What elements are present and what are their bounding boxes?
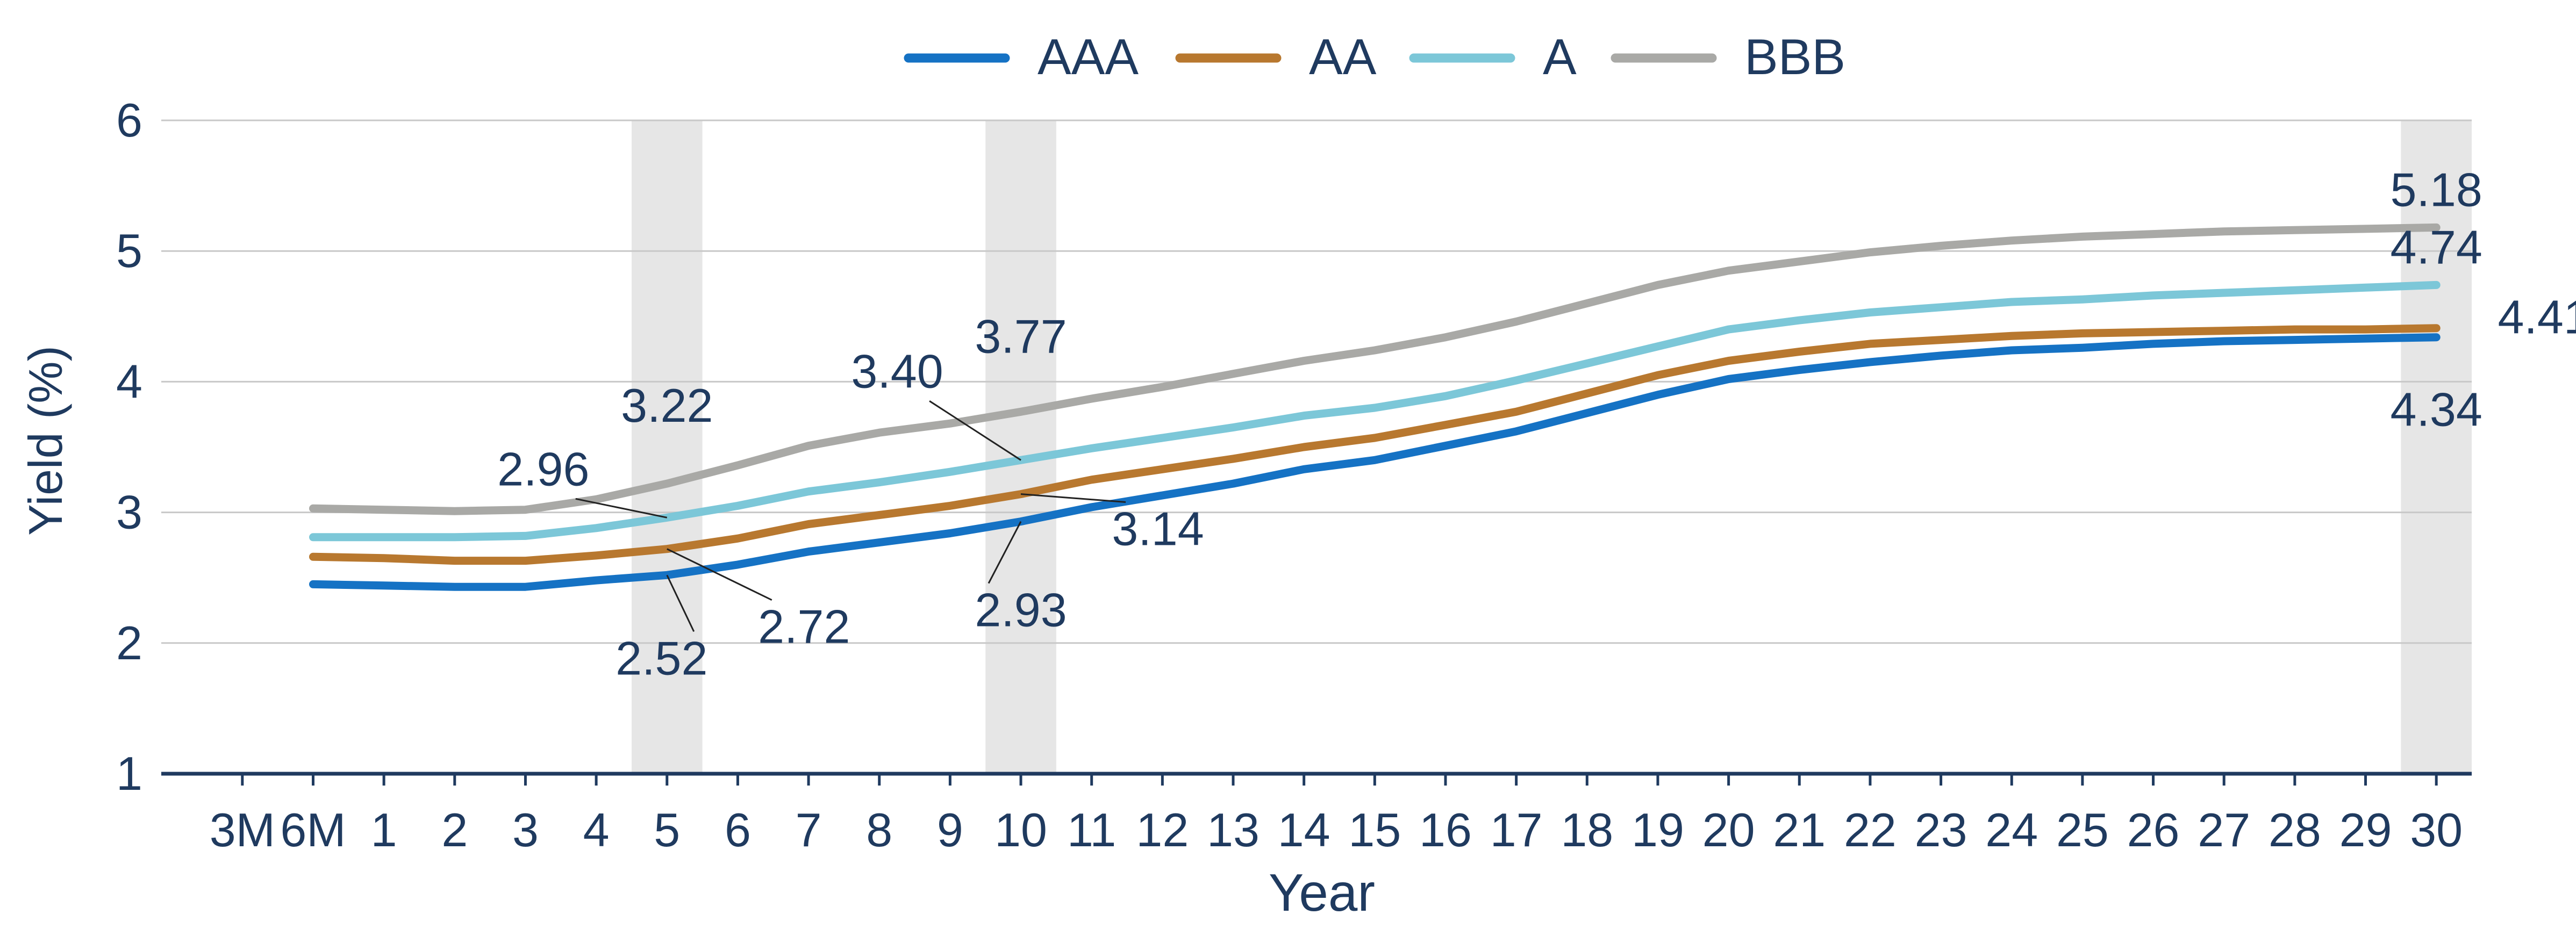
y-tick-label-5: 5	[116, 224, 142, 277]
x-tick-label-30: 30	[2410, 803, 2463, 856]
data-label-30-aaa: 4.34	[2391, 383, 2482, 436]
x-tick-label-14: 14	[1278, 803, 1330, 856]
y-axis-title: Yield (%)	[19, 345, 72, 536]
x-tick-label-28: 28	[2269, 803, 2321, 856]
data-label-leader-5-aaa	[666, 574, 695, 632]
legend-label-aa: AA	[1309, 28, 1377, 85]
series-line-aaa	[309, 333, 2441, 591]
data-label-leader-10-aaa	[988, 521, 1022, 584]
series-line-bbb	[309, 223, 2441, 515]
y-tick-label-3: 3	[116, 486, 142, 539]
x-tick-label-18: 18	[1561, 803, 1613, 856]
data-labels: 2.52 2.72 2.96 3.22 2.93 3.14 3.40 3.77 4.34 4.41…	[497, 163, 2576, 685]
x-tick-label-2: 2	[441, 803, 468, 856]
gridlines	[161, 119, 2472, 644]
x-tick-label-8: 8	[866, 803, 892, 856]
legend: AAA AA A BBB	[904, 28, 1845, 85]
highlight-bands	[631, 120, 2472, 774]
x-tick-label-16: 16	[1419, 803, 1472, 856]
x-axis-title: Year	[1269, 863, 1375, 922]
data-label-10-a: 3.40	[851, 344, 943, 398]
x-tick-label-24: 24	[1985, 803, 2038, 856]
x-tick-label-11: 11	[1067, 803, 1116, 856]
x-tick-label-17: 17	[1490, 803, 1543, 856]
y-tick-label-2: 2	[116, 616, 142, 669]
y-tick-label-1: 1	[116, 747, 142, 800]
highlight-band-5	[631, 120, 703, 774]
legend-label-bbb: BBB	[1744, 28, 1845, 85]
data-label-10-aaa: 2.93	[975, 584, 1067, 637]
x-tick-label-10: 10	[994, 803, 1047, 856]
data-label-leader-5-aa	[667, 548, 772, 601]
x-tick-label-15: 15	[1348, 803, 1401, 856]
x-tick-label-12: 12	[1136, 803, 1189, 856]
x-tick-label-3M: 3M	[210, 803, 275, 856]
legend-label-a: A	[1543, 28, 1577, 85]
highlight-band-10	[985, 120, 1056, 774]
x-tick-label-23: 23	[1915, 803, 1967, 856]
x-tick-label-27: 27	[2198, 803, 2250, 856]
data-label-30-aa: 4.41	[2498, 291, 2576, 344]
data-label-5-a: 2.96	[497, 442, 589, 495]
x-tick-label-13: 13	[1207, 803, 1260, 856]
data-label-5-aa: 2.72	[758, 600, 850, 653]
legend-label-aaa: AAA	[1037, 28, 1139, 85]
x-tick-label-22: 22	[1844, 803, 1897, 856]
x-tick-label-6: 6	[725, 803, 751, 856]
series-line-a	[309, 280, 2441, 542]
x-tick-label-19: 19	[1632, 803, 1684, 856]
x-tick-label-20: 20	[1702, 803, 1755, 856]
x-tick-label-5: 5	[654, 803, 680, 856]
x-tick-label-25: 25	[2056, 803, 2109, 856]
x-tick-label-3: 3	[512, 803, 539, 856]
data-label-leader-10-aa	[1020, 493, 1126, 503]
x-tick-label-26: 26	[2127, 803, 2180, 856]
y-tick-label-4: 4	[116, 355, 142, 408]
data-label-5-bbb: 3.22	[621, 379, 713, 432]
highlight-band-30	[2401, 120, 2472, 774]
y-tick-label-6: 6	[116, 93, 142, 147]
data-label-30-bbb: 5.18	[2391, 163, 2482, 216]
data-label-leader-10-a	[929, 400, 1021, 461]
data-label-10-bbb: 3.77	[975, 309, 1067, 363]
data-label-30-a: 4.74	[2391, 220, 2482, 273]
data-label-leader-5-a	[575, 498, 668, 518]
x-tick-label-6M: 6M	[280, 803, 346, 856]
x-tick-label-1: 1	[371, 803, 397, 856]
x-tick-label-9: 9	[937, 803, 963, 856]
x-tick-label-7: 7	[796, 803, 822, 856]
data-label-5-aaa: 2.52	[616, 631, 707, 685]
x-tick-label-4: 4	[583, 803, 610, 856]
x-tick-label-29: 29	[2339, 803, 2392, 856]
x-tick-label-21: 21	[1773, 803, 1826, 856]
data-label-10-aa: 3.14	[1112, 502, 1204, 556]
